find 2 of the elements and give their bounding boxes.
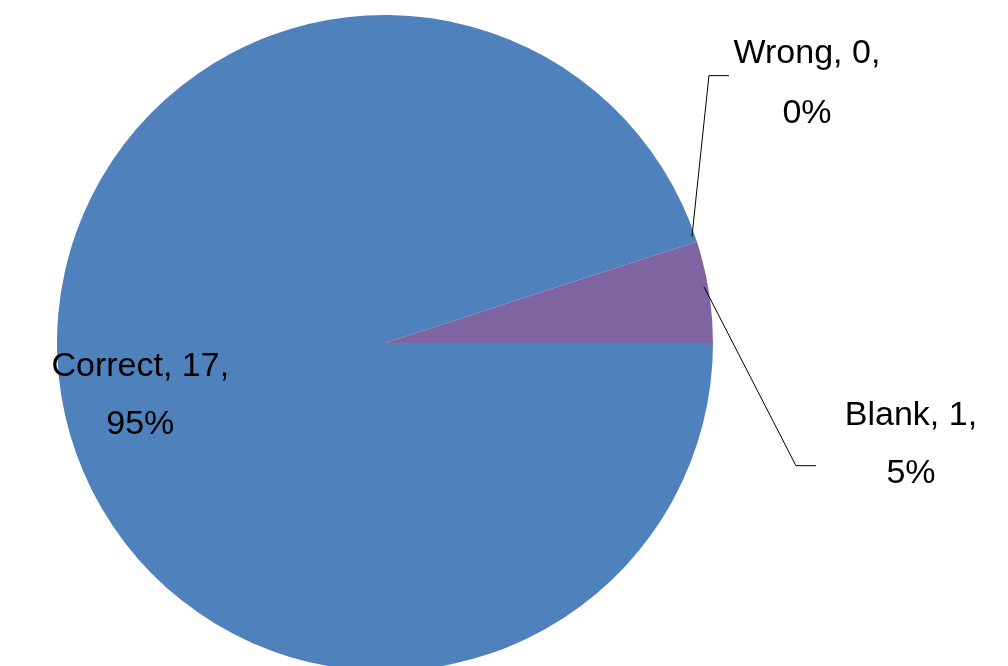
category-label: Wrong, 0, 0% (733, 31, 881, 130)
slice-label: Blank, 1, 5% (844, 393, 978, 490)
